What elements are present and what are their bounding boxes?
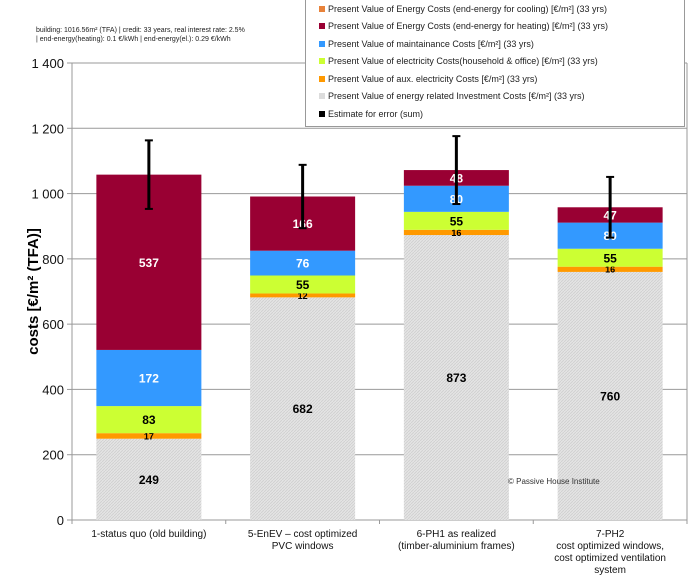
bar-segment — [96, 406, 202, 434]
legend-item: Present Value of maintainance Costs [€/m… — [306, 35, 684, 53]
legend-swatch — [319, 75, 325, 82]
legend-item: Present Value of Energy Costs (end-energ… — [306, 0, 684, 18]
legend-swatch — [319, 23, 325, 30]
x-tick-label: 6-PH1 as realized — [417, 529, 496, 540]
legend-item: Present Value of Energy Costs (end-energ… — [306, 18, 684, 36]
legend-item: Present Value of aux. electricity Costs … — [306, 70, 684, 88]
y-tick-label: 200 — [42, 448, 64, 463]
data-label: 16 — [451, 228, 461, 238]
annotation-line-2: | end-energy(heating): 0.1 €/kWh | end-e… — [36, 36, 231, 43]
bar-segment — [557, 271, 663, 520]
bar-segment — [250, 250, 356, 276]
data-label: 873 — [446, 371, 466, 385]
x-tick-label: cost optimized ventilation — [554, 553, 666, 564]
y-tick-label: 600 — [42, 317, 64, 332]
data-label: 537 — [139, 256, 159, 270]
data-label: 55 — [603, 251, 617, 265]
bar-segment — [250, 275, 356, 294]
y-axis-title: costs [€/m² (TFA)] — [25, 228, 42, 355]
data-label: 760 — [600, 390, 620, 404]
bar-segment — [557, 266, 663, 272]
legend-label: Present Value of maintainance Costs [€/m… — [328, 38, 534, 49]
bar-segment — [96, 433, 202, 439]
legend-item: Present Value of energy related Investme… — [306, 88, 684, 106]
data-label: 682 — [293, 402, 313, 416]
data-label: 16 — [605, 265, 615, 275]
legend-swatch — [319, 58, 325, 65]
bar-segment — [403, 229, 509, 236]
data-label: 17 — [144, 431, 154, 441]
data-label: 249 — [139, 473, 159, 487]
x-tick-label: PVC windows — [272, 541, 334, 552]
legend-swatch — [319, 5, 325, 12]
data-label: 55 — [450, 214, 464, 228]
legend-swatch — [319, 40, 325, 47]
y-tick-label: 1 200 — [31, 121, 64, 136]
legend-label: Present Value of Energy Costs (end-energ… — [328, 21, 608, 32]
bar-segment — [96, 438, 202, 520]
bar-segment — [403, 235, 509, 520]
legend-label: Present Value of electricity Costs(house… — [328, 56, 598, 67]
x-tick-label: 1-status quo (old building) — [91, 529, 206, 540]
x-tick-label: (timber-aluminium frames) — [398, 541, 515, 552]
bar-segment — [250, 297, 356, 520]
chart-annotation: building: 1016.56m² (TFA) | credit: 33 y… — [36, 26, 245, 44]
legend-item: Present Value of electricity Costs(house… — [306, 53, 684, 71]
legend-swatch — [319, 93, 325, 100]
data-label: 76 — [296, 257, 310, 271]
data-label: 55 — [296, 278, 310, 292]
bar-segment — [557, 248, 663, 267]
bar-segment — [96, 349, 202, 407]
bar-segment — [403, 211, 509, 230]
data-label: 12 — [298, 291, 308, 301]
data-label: 83 — [142, 413, 156, 427]
legend-label: Present Value of energy related Investme… — [328, 91, 585, 102]
annotation-line-1: building: 1016.56m² (TFA) | credit: 33 y… — [36, 27, 245, 34]
y-tick-label: 0 — [57, 513, 64, 528]
legend-label: Present Value of aux. electricity Costs … — [328, 73, 538, 84]
y-tick-label: 1 000 — [31, 187, 64, 202]
y-tick-label: 400 — [42, 382, 64, 397]
x-tick-label: system — [594, 565, 626, 576]
x-tick-label: 7-PH2 — [596, 529, 625, 540]
legend-swatch — [319, 110, 325, 117]
y-tick-label: 1 400 — [31, 56, 64, 71]
legend-label: Estimate for error (sum) — [328, 108, 424, 119]
watermark: © Passive House Institute — [508, 477, 600, 486]
y-tick-label: 800 — [42, 252, 64, 267]
legend-label: Present Value of Energy Costs (end-energ… — [328, 3, 607, 14]
legend: Present Value of Energy Costs (end-energ… — [305, 0, 685, 127]
x-tick-label: 5-EnEV – cost optimized — [248, 529, 358, 540]
x-tick-label: cost optimized windows, — [556, 541, 664, 552]
legend-item: Estimate for error (sum) — [306, 105, 684, 123]
data-label: 172 — [139, 372, 159, 386]
bar-segment — [250, 293, 356, 298]
